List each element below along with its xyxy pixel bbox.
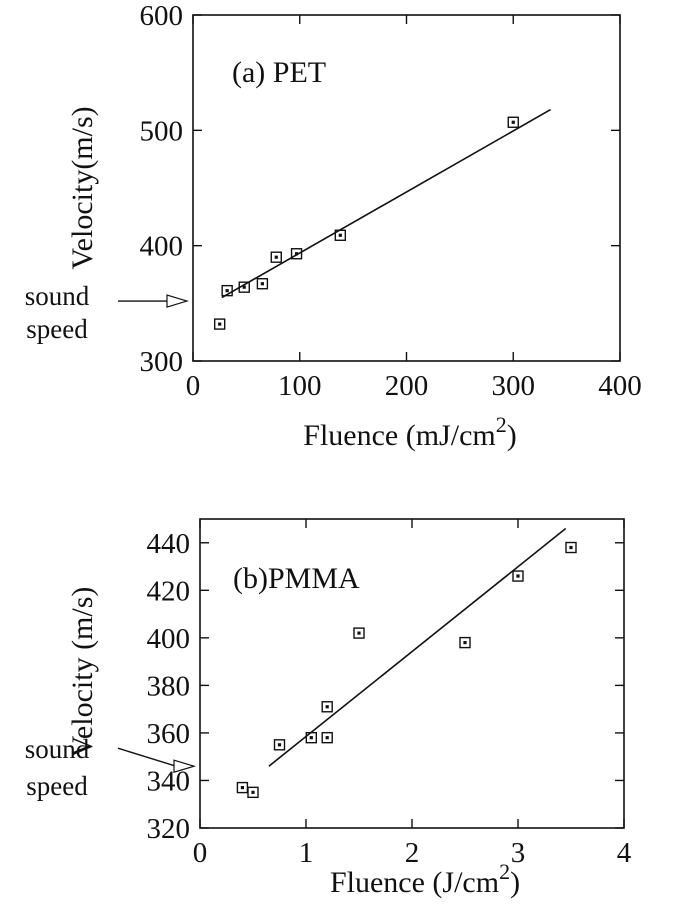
- data-points-pmma: [236, 541, 577, 799]
- x-tick-label: 400: [598, 370, 642, 402]
- data-point-center: [277, 743, 282, 747]
- y-ticks-pmma: 320 340 360 380 400 420 440: [147, 528, 624, 845]
- data-point-center: [294, 252, 299, 256]
- y-tick-label: 600: [140, 0, 184, 32]
- x-axis-label-pet: Fluence (mJ/cm2): [303, 412, 516, 452]
- y-tick-label: 400: [147, 623, 191, 655]
- y-axis-label-pet: Velocity(m/s): [66, 106, 99, 269]
- panel-pet: 300 400 500 600 0 100 200 300 400 (a) PET Fluen…: [25, 0, 642, 452]
- panel-title-pet: (a) PET: [232, 56, 326, 89]
- data-point-center: [242, 285, 246, 289]
- x-tick-label: 2: [405, 837, 420, 869]
- x-tick-label: 3: [511, 837, 526, 869]
- x-tick-label: 200: [385, 370, 429, 402]
- data-point-center: [325, 705, 329, 709]
- y-tick-label: 380: [147, 670, 191, 702]
- y-ticks-pet: 300 400 500 600: [140, 0, 620, 378]
- x-tick-label: 300: [492, 370, 536, 402]
- data-point-center: [511, 120, 515, 124]
- data-point-center: [357, 631, 361, 635]
- data-point: [256, 278, 269, 290]
- fit-line-pet: [221, 108, 552, 299]
- x-tick-label: 4: [617, 837, 632, 869]
- x-tick-label: 1: [299, 837, 314, 869]
- data-point-center: [218, 322, 222, 326]
- x-tick-label: 0: [186, 370, 201, 402]
- sound-speed-annotation-pmma: sound speed: [25, 734, 197, 801]
- sound-speed-annotation-pet: sound speed: [25, 281, 190, 344]
- data-point-center: [274, 255, 278, 259]
- y-axis-label-pmma: Velocity (m/s): [66, 587, 99, 758]
- annotation-line-2: speed: [26, 771, 88, 801]
- y-tick-label: 440: [147, 528, 191, 560]
- data-point: [273, 739, 286, 751]
- x-axis-label-pmma: Fluence (J/cm2): [330, 859, 520, 899]
- data-point: [321, 701, 333, 713]
- data-point: [512, 570, 524, 582]
- y-tick-label: 400: [140, 231, 184, 263]
- data-point: [321, 731, 333, 744]
- data-point-center: [225, 289, 229, 293]
- sound-speed-arrowhead-pmma: [173, 759, 197, 774]
- annotation-line-1: sound: [25, 734, 90, 764]
- annotation-line-2: speed: [26, 314, 88, 344]
- data-point-center: [309, 736, 313, 740]
- data-point: [459, 636, 471, 649]
- data-point-center: [463, 641, 467, 645]
- data-point: [213, 318, 226, 330]
- sound-speed-arrow-pmma: [117, 747, 177, 767]
- y-tick-label: 320: [147, 813, 191, 845]
- x-ticks-pmma: 0 1 2 3 4: [193, 519, 632, 869]
- data-point-center: [325, 736, 329, 740]
- data-point: [290, 248, 303, 260]
- y-tick-label: 420: [147, 575, 191, 607]
- x-tick-label: 0: [193, 837, 208, 869]
- data-point: [236, 781, 249, 794]
- sound-speed-arrowhead-pet: [166, 294, 190, 308]
- data-point-center: [240, 785, 244, 790]
- data-point-center: [338, 233, 342, 237]
- panel-pmma: 320 340 360 380 400 420 440 0 1 2 3 4 (b)PMMA Flue…: [25, 518, 632, 899]
- data-point: [270, 251, 282, 263]
- data-point: [221, 284, 233, 297]
- y-tick-label: 360: [147, 718, 191, 750]
- data-point: [247, 786, 259, 799]
- x-ticks-pet: 0 100 200 300 400: [186, 15, 642, 402]
- fit-line-pmma: [268, 527, 567, 767]
- data-point: [565, 541, 577, 554]
- data-point-center: [569, 545, 573, 550]
- data-point-center: [260, 282, 264, 286]
- data-points-pet: [213, 116, 519, 330]
- x-tick-label: 100: [278, 370, 322, 402]
- panel-title-pmma: (b)PMMA: [233, 562, 360, 595]
- y-tick-label: 340: [147, 765, 191, 797]
- data-point-center: [516, 574, 520, 578]
- data-point-center: [251, 790, 255, 794]
- y-tick-label: 300: [140, 346, 184, 378]
- data-point: [353, 627, 365, 639]
- data-point: [507, 116, 519, 128]
- y-tick-label: 500: [140, 115, 184, 147]
- annotation-line-1: sound: [25, 281, 90, 311]
